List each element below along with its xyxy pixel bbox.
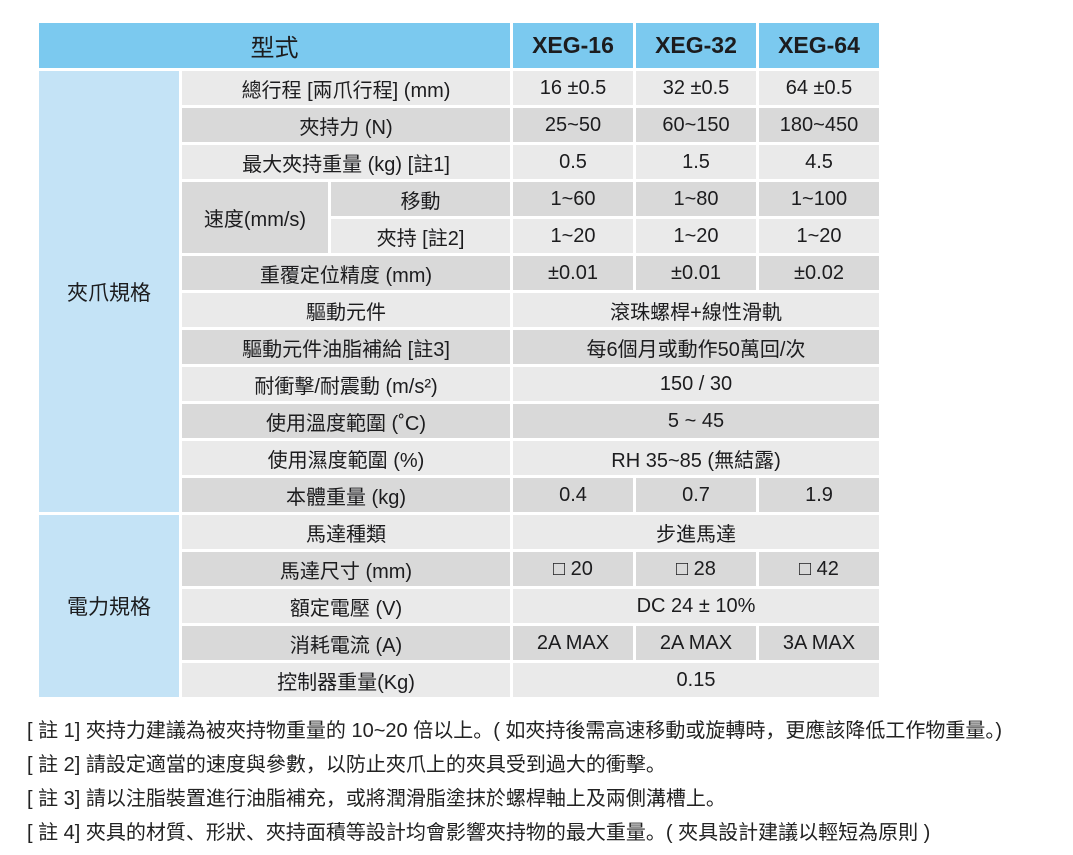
label-humidity-range: 使用濕度範圍 (%) <box>182 441 510 475</box>
group-gripper-spec: 夾爪規格 <box>39 71 179 512</box>
value-motor-size-xeg64: □ 42 <box>759 552 879 586</box>
label-total-stroke: 總行程 [兩爪行程] (mm) <box>182 71 510 105</box>
footnote-1: [ 註 1] 夾持力建議為被夾持物重量的 10~20 倍以上。( 如夾持後需高速… <box>27 720 1003 742</box>
value-speed-move-xeg64: 1~100 <box>759 182 879 216</box>
label-motor-type: 馬達種類 <box>182 515 510 549</box>
value-total-stroke-xeg64: 64 ±0.5 <box>759 71 879 105</box>
row-drive-element: 驅動元件 滾珠螺桿+線性滑軌 <box>39 293 879 327</box>
value-current-xeg16: 2A MAX <box>513 626 633 660</box>
value-max-payload-xeg32: 1.5 <box>636 145 756 179</box>
value-speed-grip-xeg16: 1~20 <box>513 219 633 253</box>
row-grease-refill: 驅動元件油脂補給 [註3] 每6個月或動作50萬回/次 <box>39 330 879 364</box>
value-grip-force-xeg16: 25~50 <box>513 108 633 142</box>
value-max-payload-xeg16: 0.5 <box>513 145 633 179</box>
label-current-consumption: 消耗電流 (A) <box>182 626 510 660</box>
value-repeatability-xeg32: ±0.01 <box>636 256 756 290</box>
value-current-xeg32: 2A MAX <box>636 626 756 660</box>
value-motor-type: 步進馬達 <box>513 515 879 549</box>
row-speed-grip: 夾持 [註2] 1~20 1~20 1~20 <box>39 219 879 253</box>
label-controller-weight: 控制器重量(Kg) <box>182 663 510 697</box>
label-repeatability: 重覆定位精度 (mm) <box>182 256 510 290</box>
value-body-weight-xeg16: 0.4 <box>513 478 633 512</box>
footnote-3: [ 註 3] 請以注脂裝置進行油脂補充，或將潤滑脂塗抹於螺桿軸上及兩側溝槽上。 <box>27 788 726 810</box>
value-current-xeg64: 3A MAX <box>759 626 879 660</box>
header-xeg-32: XEG-32 <box>636 23 756 68</box>
value-motor-size-xeg16: □ 20 <box>513 552 633 586</box>
value-total-stroke-xeg16: 16 ±0.5 <box>513 71 633 105</box>
spec-table: 型式 XEG-16 XEG-32 XEG-64 夾爪規格 總行程 [兩爪行程] … <box>36 20 882 700</box>
value-speed-move-xeg16: 1~60 <box>513 182 633 216</box>
value-temp-range: 5 ~ 45 <box>513 404 879 438</box>
row-controller-weight: 控制器重量(Kg) 0.15 <box>39 663 879 697</box>
row-motor-type: 電力規格 馬達種類 步進馬達 <box>39 515 879 697</box>
value-grease-refill: 每6個月或動作50萬回/次 <box>513 330 879 364</box>
label-rated-voltage: 額定電壓 (V) <box>182 589 510 623</box>
table-header-row: 型式 XEG-16 XEG-32 XEG-64 <box>39 23 879 68</box>
value-rated-voltage: DC 24 ± 10% <box>513 589 879 623</box>
label-body-weight: 本體重量 (kg) <box>182 478 510 512</box>
label-max-payload: 最大夾持重量 (kg) [註1] <box>182 145 510 179</box>
value-grip-force-xeg64: 180~450 <box>759 108 879 142</box>
label-grip-force: 夾持力 (N) <box>182 108 510 142</box>
value-grip-force-xeg32: 60~150 <box>636 108 756 142</box>
value-controller-weight: 0.15 <box>513 663 879 697</box>
row-repeatability: 重覆定位精度 (mm) ±0.01 ±0.01 ±0.02 <box>39 256 879 290</box>
label-grease-refill: 驅動元件油脂補給 [註3] <box>182 330 510 364</box>
label-speed-move: 移動 <box>331 182 510 216</box>
label-drive-element: 驅動元件 <box>182 293 510 327</box>
value-body-weight-xeg32: 0.7 <box>636 478 756 512</box>
value-speed-move-xeg32: 1~80 <box>636 182 756 216</box>
header-model-type: 型式 <box>39 23 510 68</box>
footnotes: [ 註 1] 夾持力建議為被夾持物重量的 10~20 倍以上。( 如夾持後需高速… <box>27 714 1073 850</box>
value-repeatability-xeg16: ±0.01 <box>513 256 633 290</box>
label-temp-range: 使用溫度範圍 (˚C) <box>182 404 510 438</box>
row-rated-voltage: 額定電壓 (V) DC 24 ± 10% <box>39 589 879 623</box>
value-max-payload-xeg64: 4.5 <box>759 145 879 179</box>
label-speed: 速度(mm/s) <box>182 182 328 253</box>
value-speed-grip-xeg64: 1~20 <box>759 219 879 253</box>
row-motor-size: 馬達尺寸 (mm) □ 20 □ 28 □ 42 <box>39 552 879 586</box>
row-humidity-range: 使用濕度範圍 (%) RH 35~85 (無結露) <box>39 441 879 475</box>
row-current-consumption: 消耗電流 (A) 2A MAX 2A MAX 3A MAX <box>39 626 879 660</box>
footnote-2: [ 註 2] 請設定適當的速度與參數，以防止夾爪上的夾具受到過大的衝擊。 <box>27 754 666 776</box>
value-humidity-range: RH 35~85 (無結露) <box>513 441 879 475</box>
row-grip-force: 夾持力 (N) 25~50 60~150 180~450 <box>39 108 879 142</box>
group-power-spec: 電力規格 <box>39 515 179 697</box>
row-speed-move: 速度(mm/s) 移動 1~60 1~80 1~100 <box>39 182 879 253</box>
value-speed-grip-xeg32: 1~20 <box>636 219 756 253</box>
row-body-weight: 本體重量 (kg) 0.4 0.7 1.9 <box>39 478 879 512</box>
row-total-stroke: 夾爪規格 總行程 [兩爪行程] (mm) 16 ±0.5 32 ±0.5 64 … <box>39 71 879 512</box>
value-impact-vibration: 150 / 30 <box>513 367 879 401</box>
value-body-weight-xeg64: 1.9 <box>759 478 879 512</box>
label-motor-size: 馬達尺寸 (mm) <box>182 552 510 586</box>
value-motor-size-xeg32: □ 28 <box>636 552 756 586</box>
header-xeg-64: XEG-64 <box>759 23 879 68</box>
header-xeg-16: XEG-16 <box>513 23 633 68</box>
row-impact-vibration: 耐衝擊/耐震動 (m/s²) 150 / 30 <box>39 367 879 401</box>
row-max-payload: 最大夾持重量 (kg) [註1] 0.5 1.5 4.5 <box>39 145 879 179</box>
label-impact-vibration: 耐衝擊/耐震動 (m/s²) <box>182 367 510 401</box>
value-repeatability-xeg64: ±0.02 <box>759 256 879 290</box>
value-drive-element: 滾珠螺桿+線性滑軌 <box>513 293 879 327</box>
row-temp-range: 使用溫度範圍 (˚C) 5 ~ 45 <box>39 404 879 438</box>
footnote-4: [ 註 4] 夾具的材質、形狀、夾持面積等設計均會影響夾持物的最大重量。( 夾具… <box>27 822 931 844</box>
label-speed-grip: 夾持 [註2] <box>331 219 510 253</box>
value-total-stroke-xeg32: 32 ±0.5 <box>636 71 756 105</box>
